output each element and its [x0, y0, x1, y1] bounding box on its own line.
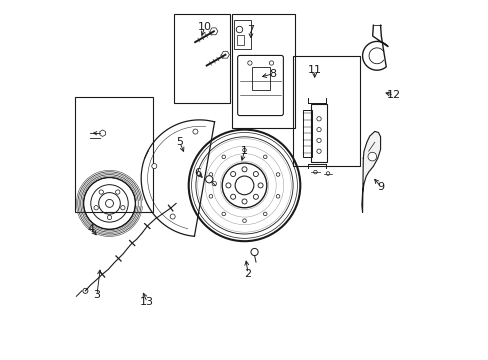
- Circle shape: [222, 212, 225, 216]
- Bar: [251, 67, 269, 90]
- Circle shape: [263, 155, 266, 159]
- Circle shape: [263, 212, 266, 216]
- Circle shape: [316, 127, 321, 132]
- Circle shape: [242, 167, 246, 172]
- Circle shape: [236, 26, 242, 33]
- Circle shape: [242, 148, 246, 152]
- Text: 8: 8: [269, 69, 276, 79]
- Circle shape: [99, 190, 103, 194]
- Bar: [292, 56, 359, 166]
- Text: 5: 5: [176, 137, 183, 147]
- Circle shape: [151, 163, 157, 168]
- Text: 1: 1: [241, 146, 247, 156]
- Circle shape: [105, 199, 113, 207]
- Text: 12: 12: [386, 90, 400, 100]
- Circle shape: [242, 219, 246, 222]
- Circle shape: [258, 183, 263, 188]
- Circle shape: [94, 206, 98, 210]
- Circle shape: [250, 248, 258, 256]
- Text: 11: 11: [307, 65, 321, 75]
- Bar: [231, 14, 294, 128]
- Circle shape: [276, 194, 279, 198]
- Circle shape: [325, 172, 329, 175]
- Bar: [310, 104, 326, 162]
- Circle shape: [205, 176, 212, 183]
- Circle shape: [107, 215, 111, 220]
- Circle shape: [242, 199, 246, 204]
- Circle shape: [253, 194, 258, 199]
- Circle shape: [253, 171, 258, 176]
- Bar: [75, 97, 152, 212]
- Bar: [174, 14, 230, 103]
- Circle shape: [209, 173, 212, 176]
- Circle shape: [209, 194, 212, 198]
- Polygon shape: [361, 131, 380, 212]
- Text: 3: 3: [93, 290, 100, 300]
- Circle shape: [225, 183, 230, 188]
- Text: 10: 10: [198, 22, 211, 32]
- Circle shape: [367, 152, 376, 161]
- Circle shape: [313, 170, 317, 174]
- Text: 13: 13: [140, 297, 154, 307]
- Circle shape: [316, 117, 321, 121]
- Circle shape: [115, 190, 120, 194]
- Text: 2: 2: [244, 269, 251, 279]
- Text: 4: 4: [87, 224, 94, 234]
- Circle shape: [192, 129, 198, 134]
- Bar: [234, 20, 250, 49]
- Bar: [302, 110, 311, 157]
- Circle shape: [212, 181, 216, 186]
- Circle shape: [269, 61, 273, 65]
- Circle shape: [170, 214, 175, 219]
- Text: 9: 9: [377, 182, 384, 192]
- Circle shape: [230, 171, 235, 176]
- Circle shape: [316, 149, 321, 153]
- Text: 6: 6: [194, 168, 201, 178]
- Circle shape: [235, 176, 253, 195]
- Circle shape: [247, 61, 251, 65]
- Circle shape: [121, 206, 125, 210]
- Circle shape: [316, 138, 321, 143]
- Circle shape: [230, 194, 235, 199]
- Circle shape: [276, 173, 279, 176]
- Bar: [237, 35, 244, 45]
- Circle shape: [82, 288, 88, 293]
- Text: 7: 7: [247, 24, 254, 35]
- Circle shape: [222, 155, 225, 159]
